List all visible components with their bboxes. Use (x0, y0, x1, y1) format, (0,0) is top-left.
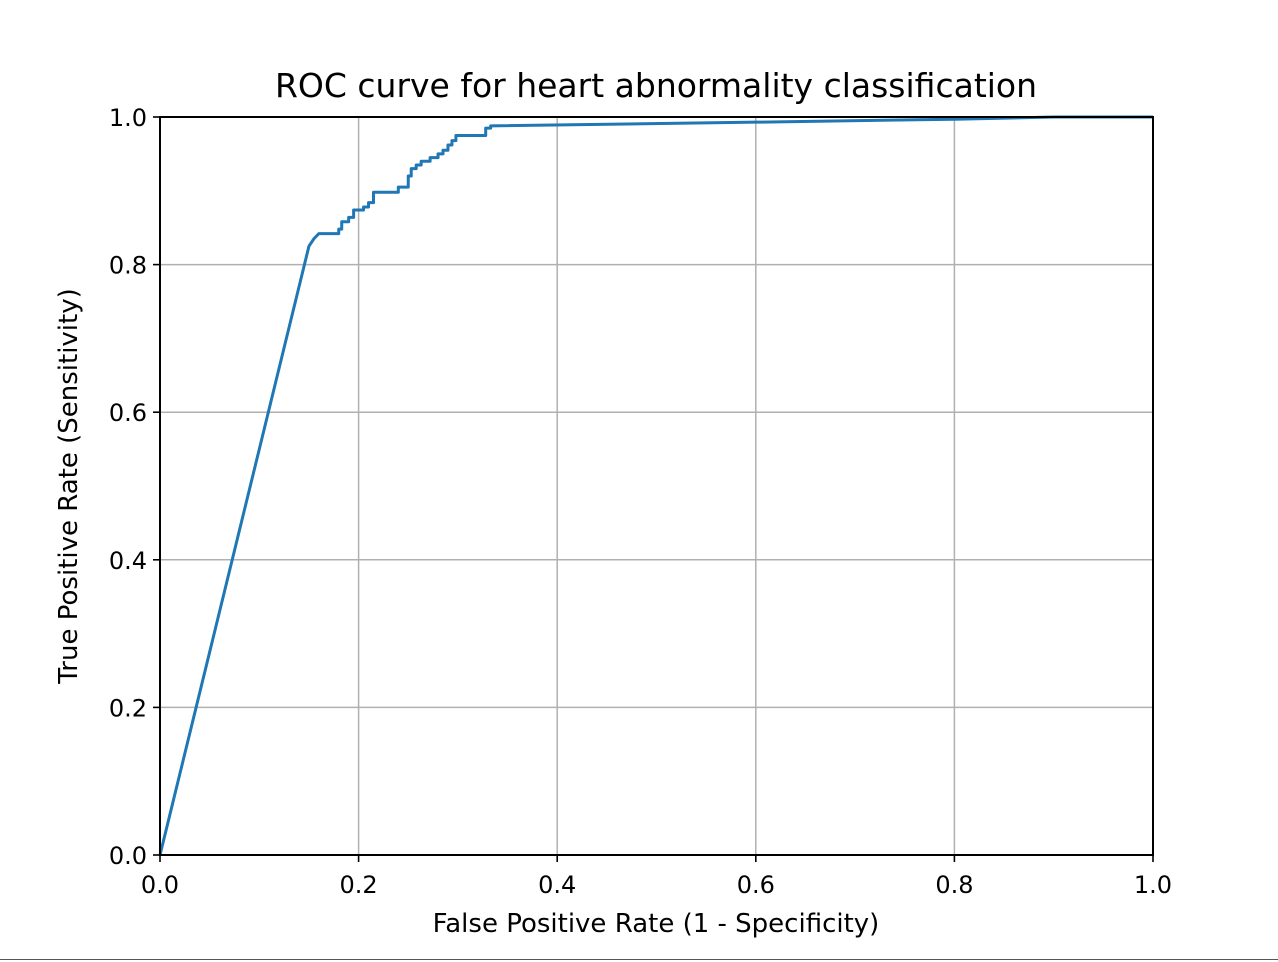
bottom-divider (0, 959, 1278, 960)
y-tick-label: 0.4 (109, 547, 147, 575)
x-tick-label: 0.4 (538, 871, 576, 899)
x-tick-label: 1.0 (1134, 871, 1172, 899)
axis-ticks: 0.0 0.2 0.4 0.6 0.8 1.0 0.0 0.2 0.4 0.6 0.8 1.0 (109, 104, 1172, 899)
x-tick-label: 0.2 (340, 871, 378, 899)
x-axis-label: False Positive Rate (1 - Specificity) (433, 909, 880, 939)
x-tick-label: 0.0 (141, 871, 179, 899)
y-tick-label: 0.6 (109, 399, 147, 427)
y-tick-label: 1.0 (109, 104, 147, 132)
roc-curve-line (158, 115, 1153, 856)
grid-lines (159, 116, 1154, 856)
y-tick-label: 0.0 (109, 842, 147, 870)
chart-title: ROC curve for heart abnormality classifi… (275, 66, 1037, 105)
x-tick-label: 0.8 (935, 871, 973, 899)
series-layer (158, 115, 1153, 856)
x-tick-label: 0.6 (737, 871, 775, 899)
y-tick-label: 0.2 (109, 694, 147, 722)
plot-frame (159, 116, 1154, 856)
y-tick-label: 0.8 (109, 252, 147, 280)
y-axis-label: True Positive Rate (Sensitivity) (54, 288, 84, 685)
